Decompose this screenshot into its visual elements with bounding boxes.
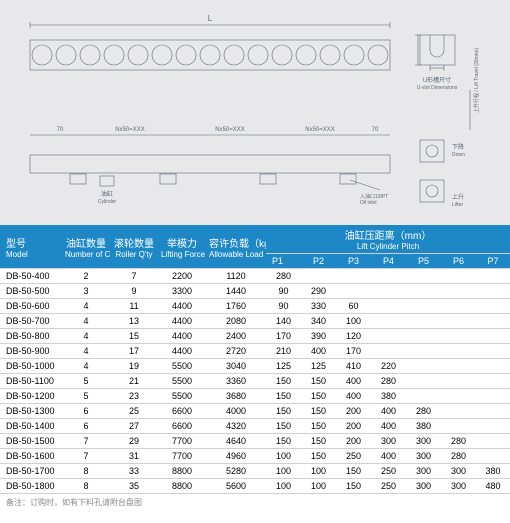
table-row: DB-50-500393300144090290 — [0, 284, 510, 299]
svg-text:Lifter: Lifter — [452, 202, 463, 208]
table-row: DB-50-130062566004000150150200400280 — [0, 404, 510, 419]
col-p2: P2 — [301, 254, 336, 269]
technical-drawing: L U形槽尺寸 U-slot Dimensions 上升行程 / Lift Tr… — [0, 0, 510, 225]
table-row: DB-50-1800835880056001001001502503003004… — [0, 479, 510, 494]
col-load: 容许负载（kg）Allowable Load — [206, 225, 266, 269]
svg-text:Oil inlet: Oil inlet — [360, 200, 377, 206]
col-p6: P6 — [441, 254, 476, 269]
svg-text:Nx50=XXX: Nx50=XXX — [305, 127, 335, 133]
col-p3: P3 — [336, 254, 371, 269]
table-row: DB-50-4002722001120280 — [0, 269, 510, 284]
table-row: DB-50-600411440017609033060 — [0, 299, 510, 314]
table-row: DB-50-1700833880052801001001502503003003… — [0, 464, 510, 479]
table-body: DB-50-4002722001120280DB-50-500393300144… — [0, 269, 510, 494]
svg-text:Nx50=XXX: Nx50=XXX — [115, 127, 145, 133]
svg-text:上升行程 / Lift Travel (Stroke): 上升行程 / Lift Travel (Stroke) — [473, 48, 480, 113]
table-row: DB-50-150072977004640150150200300300280 — [0, 434, 510, 449]
footnote: 备注：订购时，如有下料孔请附台盘图 — [0, 494, 510, 511]
col-model: 型号Model — [0, 225, 62, 269]
col-p1: P1 — [266, 254, 301, 269]
table-row: DB-50-90041744002720210400170 — [0, 344, 510, 359]
svg-text:Cylinder: Cylinder — [98, 199, 117, 205]
col-pitch-group: 油缸压距离（mm）Lift Cylinder Pitch — [266, 225, 510, 254]
svg-text:70: 70 — [57, 127, 64, 133]
table-row: DB-50-70041344002080140340100 — [0, 314, 510, 329]
col-p7: P7 — [476, 254, 510, 269]
col-force: 举模力Lifting Force — [158, 225, 206, 269]
svg-text:Nx50=XXX: Nx50=XXX — [215, 127, 245, 133]
svg-text:入油口1/8PT: 入油口1/8PT — [360, 193, 388, 200]
svg-text:下降: 下降 — [452, 143, 464, 151]
table-header: 型号Model 油缸数量Number of Cylinders 滚轮数量Roll… — [0, 225, 510, 269]
table-row: DB-50-140062766004320150150200400380 — [0, 419, 510, 434]
svg-text:U-slot Dimensions: U-slot Dimensions — [417, 85, 458, 91]
svg-text:L: L — [208, 14, 213, 23]
svg-text:U形槽尺寸: U形槽尺寸 — [423, 76, 451, 84]
spec-table: 型号Model 油缸数量Number of Cylinders 滚轮数量Roll… — [0, 225, 510, 494]
svg-text:Down: Down — [452, 152, 465, 158]
svg-text:上升: 上升 — [452, 193, 464, 201]
col-p5: P5 — [406, 254, 441, 269]
table-row: DB-50-120052355003680150150400380 — [0, 389, 510, 404]
table-row: DB-50-110052155003360150150400280 — [0, 374, 510, 389]
table-row: DB-50-80041544002400170390120 — [0, 329, 510, 344]
col-p4: P4 — [371, 254, 406, 269]
table-row: DB-50-100041955003040125125410220 — [0, 359, 510, 374]
table-row: DB-50-160073177004960100150250400300280 — [0, 449, 510, 464]
col-rollers: 滚轮数量Roller Q'ty — [110, 225, 158, 269]
drawing-svg: L U形槽尺寸 U-slot Dimensions 上升行程 / Lift Tr… — [0, 0, 510, 225]
col-cylinders: 油缸数量Number of Cylinders — [62, 225, 110, 269]
svg-text:油缸: 油缸 — [101, 190, 113, 198]
svg-text:70: 70 — [372, 127, 379, 133]
